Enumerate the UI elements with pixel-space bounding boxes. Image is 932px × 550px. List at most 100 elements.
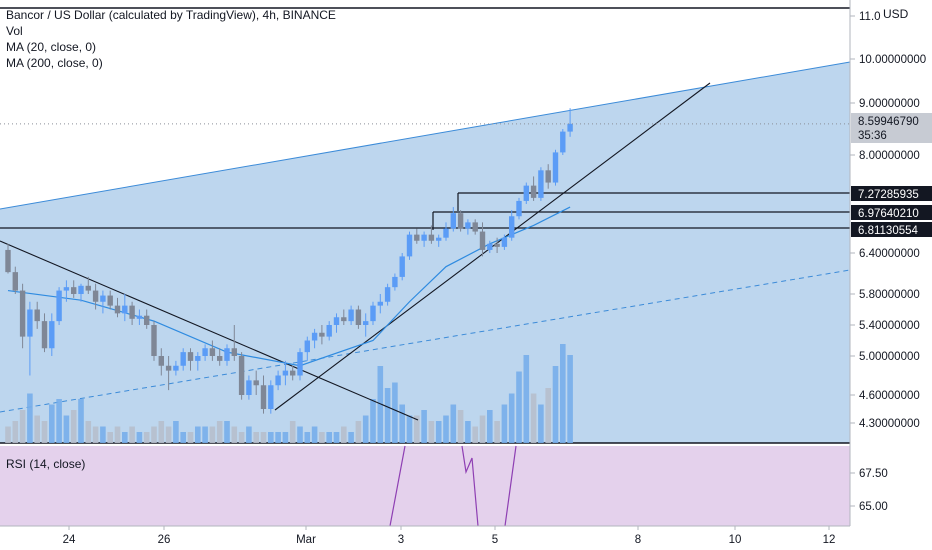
candle-body: [501, 237, 508, 247]
candle-body: [165, 365, 172, 371]
level-tag-1: [851, 186, 932, 201]
price-axis[interactable]: [850, 0, 932, 526]
candle-body: [63, 287, 70, 291]
countdown-value: 35:36: [858, 130, 887, 142]
candle-body: [85, 285, 91, 291]
price-tick-label: 10.00000000: [859, 54, 926, 66]
candle-body: [107, 295, 113, 306]
volume-bar: [5, 426, 11, 443]
volume-bar: [107, 432, 113, 443]
candle-body: [494, 243, 500, 247]
volume-bar: [538, 404, 544, 443]
volume-bar: [494, 421, 500, 443]
candle-body: [41, 321, 48, 349]
volume-bar: [100, 426, 106, 443]
candle-body: [414, 234, 420, 241]
price-axis-ticks: 11.0 10.00000000 9.00000000 8.00000000 6.400…: [850, 11, 926, 430]
candle-body: [224, 348, 230, 361]
rsi-line: [389, 445, 517, 527]
symbol-title[interactable]: Bancor / US Dollar (calculated by Tradin…: [6, 8, 336, 22]
candle-body: [92, 290, 99, 302]
candle-body: [363, 321, 369, 325]
time-tick-label: 26: [158, 534, 171, 546]
last-price-tag: 8.59946790 35:36: [851, 113, 932, 143]
volume-bar: [216, 421, 223, 443]
time-axis[interactable]: [0, 526, 932, 550]
volume-bar: [355, 421, 362, 443]
rsi-background: [0, 446, 850, 526]
volume-bar: [180, 432, 186, 443]
volume-bar: [19, 410, 26, 443]
candle-body: [509, 216, 515, 238]
level-tag-3-text: 6.81130554: [858, 225, 919, 237]
candle-body: [472, 222, 478, 232]
candle-body: [457, 213, 464, 229]
volume-bar: [289, 421, 296, 443]
candle-body: [144, 315, 150, 325]
volume-bar: [304, 432, 311, 443]
legend-ma200[interactable]: MA (200, close, 0): [6, 56, 103, 70]
candle-body: [538, 170, 544, 198]
candle-body: [209, 348, 216, 356]
currency-label[interactable]: USD: [883, 7, 909, 21]
legend-ma20[interactable]: MA (20, close, 0): [6, 40, 96, 54]
candle-body: [297, 352, 303, 376]
volume-bar: [333, 432, 340, 443]
price-tick-label: 8.00000000: [859, 150, 920, 162]
candle-body: [304, 340, 310, 353]
candlesticks: [5, 108, 573, 414]
candle-body: [122, 305, 128, 314]
volume-bar: [406, 415, 413, 443]
candle-body: [552, 152, 559, 183]
volume-bar: [319, 432, 325, 443]
rsi-tick-label: 67.50: [859, 468, 888, 480]
volume-bar: [392, 382, 398, 443]
volume-bar: [268, 432, 274, 443]
volume-bar: [49, 404, 55, 443]
candle-body: [114, 305, 121, 314]
rsi-axis-ticks: 67.50 65.00: [850, 468, 888, 513]
candle-body: [56, 290, 62, 322]
candle-body: [282, 370, 289, 376]
legend-rsi[interactable]: RSI (14, close): [6, 457, 85, 471]
volume-bar: [165, 426, 172, 443]
volume-bar: [129, 426, 135, 443]
volume-bar: [195, 426, 201, 443]
volume-bar: [202, 426, 208, 443]
volume-bar: [114, 426, 121, 443]
candle-body: [523, 185, 529, 201]
candle-body: [238, 356, 245, 395]
volume-bar: [122, 432, 128, 443]
channel-upper-line[interactable]: [0, 61, 851, 210]
candle-body: [71, 287, 77, 294]
legend-vol[interactable]: Vol: [6, 24, 23, 38]
price-tick-label: 5.00000000: [859, 351, 920, 363]
volume-bar: [56, 399, 62, 443]
candle-body: [195, 356, 201, 361]
candle-body: [560, 131, 566, 153]
volume-bar: [173, 421, 179, 443]
level-tags: 7.27285935 6.97640210 6.81130554: [851, 186, 932, 237]
volume-bar: [523, 355, 530, 443]
price-tick-label: 6.40000000: [859, 248, 920, 260]
candle-body: [545, 170, 551, 183]
volume-bar: [92, 426, 99, 443]
volume-bar: [465, 421, 471, 443]
volume-bars: [5, 344, 573, 443]
volume-bar: [435, 421, 442, 443]
last-price-value: 8.59946790: [858, 116, 919, 128]
volume-bar: [282, 432, 289, 443]
volume-bar: [151, 426, 157, 443]
candle-body: [78, 285, 84, 294]
candle-body: [290, 370, 296, 376]
volume-bar: [377, 366, 384, 443]
price-tick-label: 11.0: [859, 11, 881, 23]
time-tick-label: 5: [492, 534, 498, 546]
candle-body: [465, 222, 471, 229]
volume-bar: [78, 399, 84, 443]
horizontal-levels[interactable]: [0, 192, 850, 230]
candle-body: [49, 321, 55, 349]
candle-body: [428, 234, 435, 241]
volume-bar: [545, 388, 551, 443]
